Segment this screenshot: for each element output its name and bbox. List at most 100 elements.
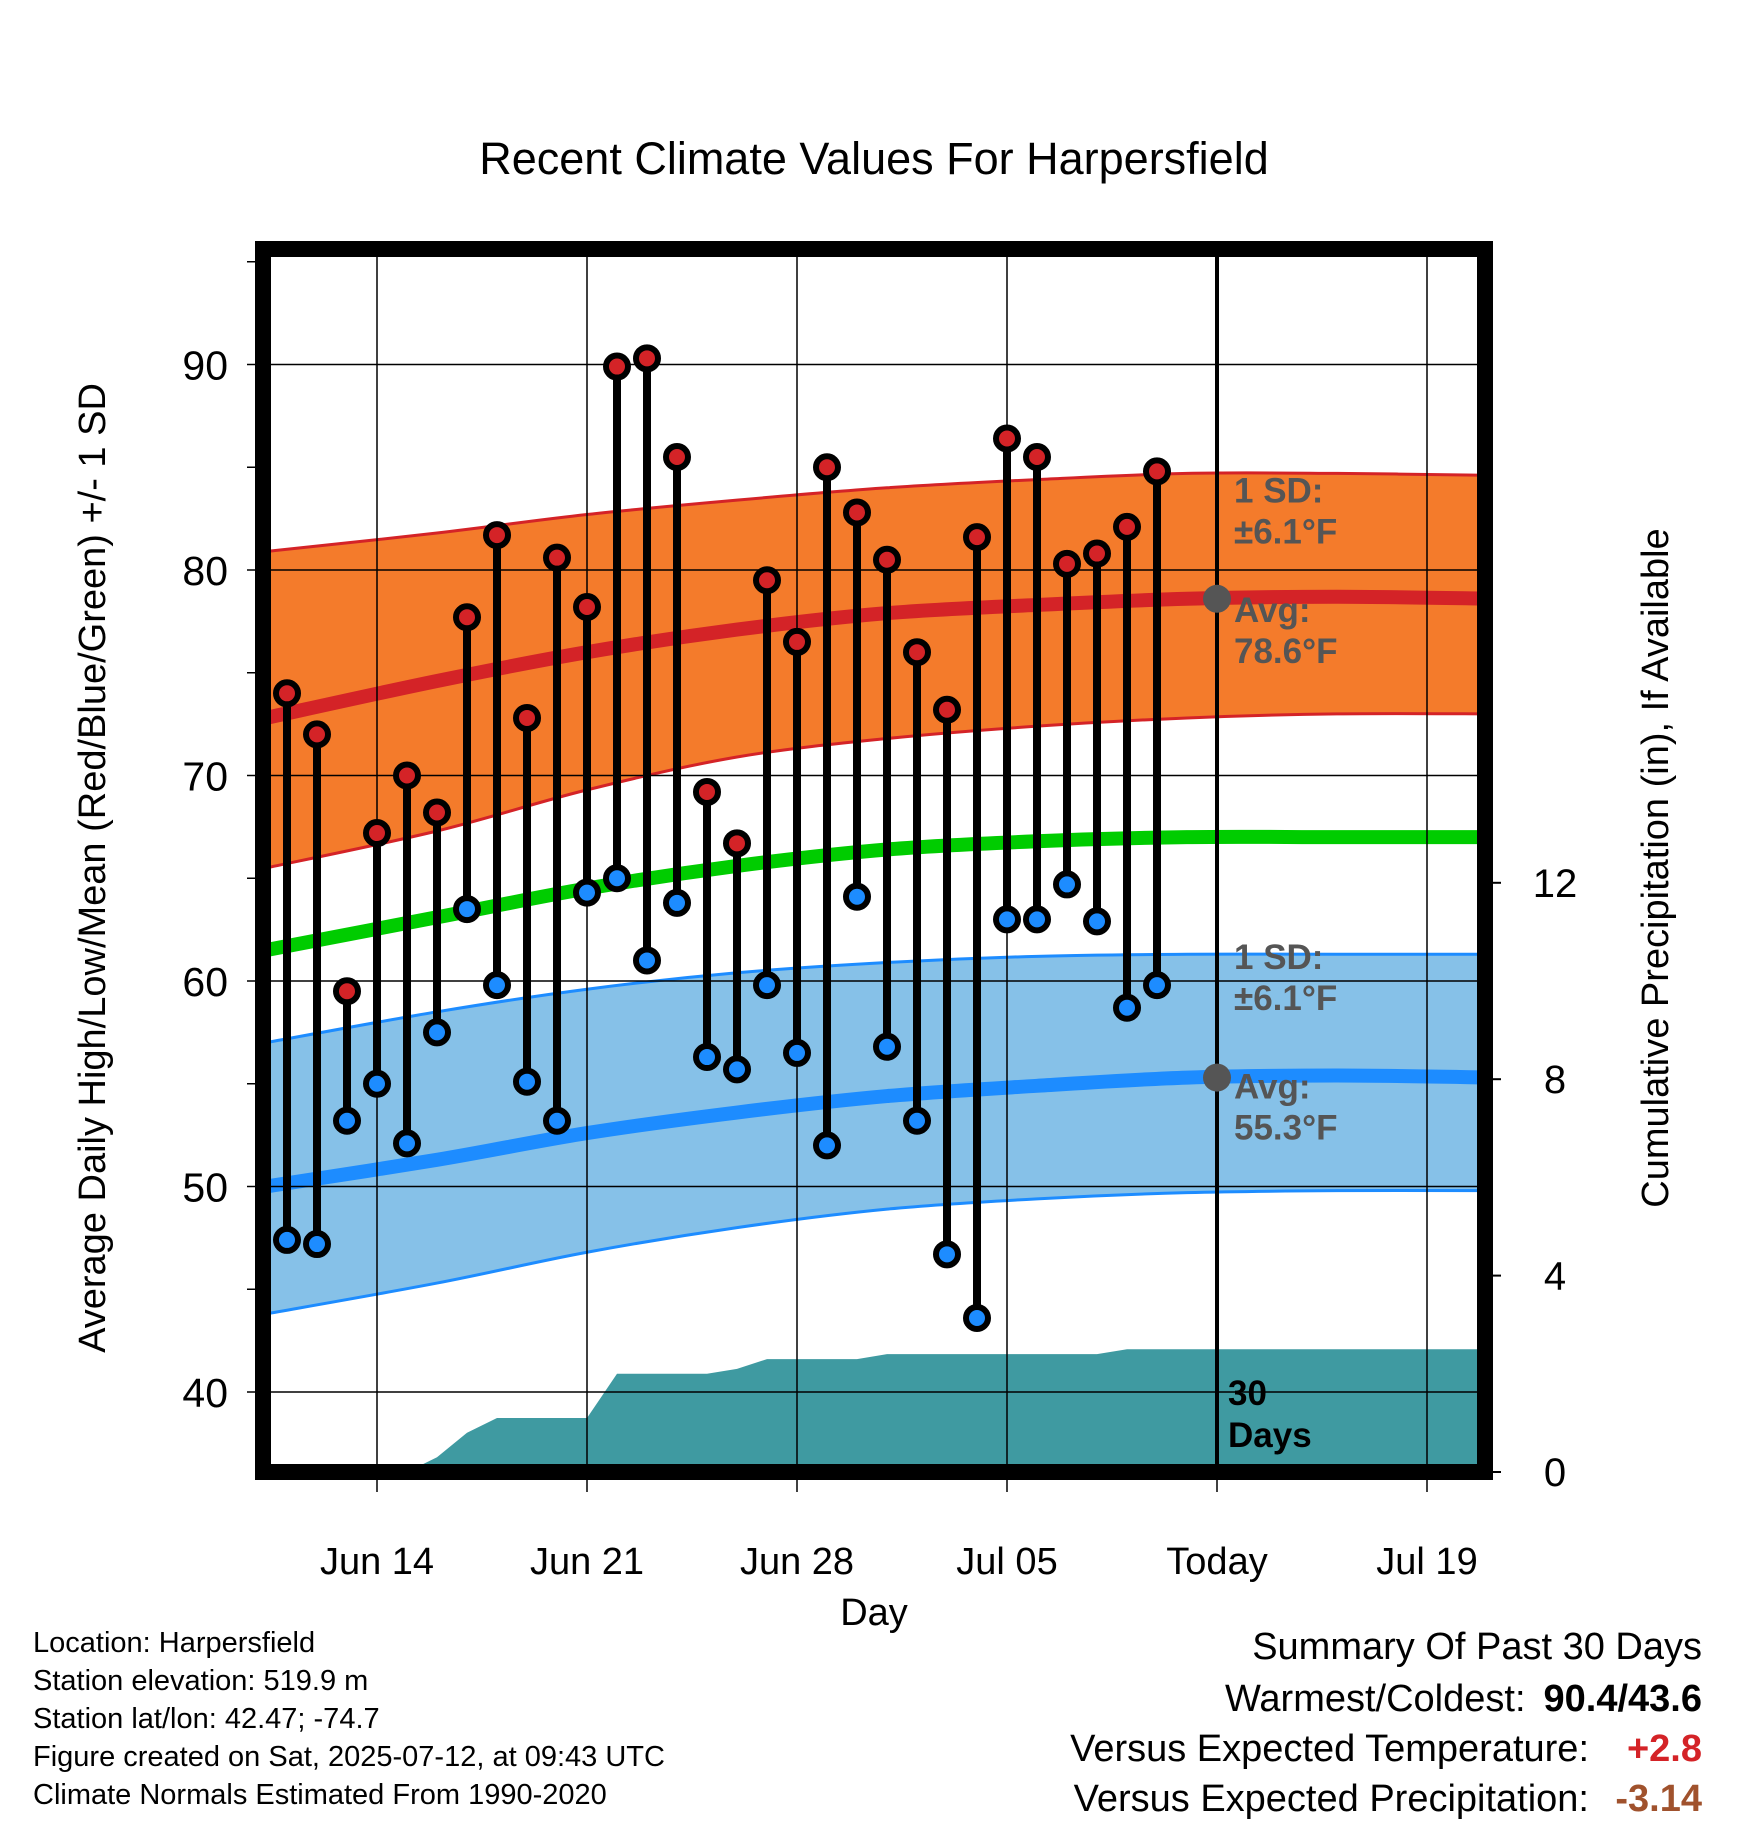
daily-low-point <box>873 1032 901 1061</box>
daily-high-point <box>873 545 901 574</box>
x-tick-label: Jul 05 <box>956 1541 1057 1583</box>
chart-title: Recent Climate Values For Harpersfield <box>479 133 1268 184</box>
high-sd-annotation: 1 SD: ±6.1°F <box>1234 472 1337 552</box>
low-sd-band <box>266 954 1485 1314</box>
x-axis-label: Day <box>840 1592 908 1634</box>
daily-high-point <box>963 523 991 552</box>
x-tick-label: Jun 28 <box>740 1541 854 1583</box>
y-tick-label: 80 <box>182 548 228 594</box>
summary-temperature: Versus Expected Temperature: +2.8 <box>1070 1728 1702 1771</box>
daily-high-point <box>693 777 721 806</box>
warm-cold-value: 90.4/43.6 <box>1543 1678 1702 1720</box>
high-sd-band-upper-edge <box>265 471 1485 553</box>
temp-label: Versus Expected Temperature: <box>1070 1728 1589 1770</box>
daily-high-point <box>933 695 961 724</box>
daily-high-point <box>663 442 691 471</box>
daily-low-point <box>543 1106 571 1135</box>
daily-low-point <box>813 1131 841 1160</box>
daily-high-point <box>603 352 631 381</box>
daily-high-point <box>453 603 481 632</box>
x-tick-label: Jun 21 <box>530 1541 644 1583</box>
daily-high-point <box>483 521 511 550</box>
daily-high-point <box>813 453 841 482</box>
precip-value: -3.14 <box>1615 1778 1702 1820</box>
daily-low-point <box>363 1069 391 1098</box>
high-sd-band <box>266 472 1485 868</box>
period-annotation: 30 Days <box>1228 1374 1312 1455</box>
high-avg-annotation: Avg: 78.6°F <box>1234 591 1338 671</box>
daily-low-point <box>753 971 781 1000</box>
y-tick-label: 90 <box>182 343 228 389</box>
daily-high-point <box>363 819 391 848</box>
y2-axis-label: Cumulative Precipitation (in), If Availa… <box>1635 528 1677 1207</box>
daily-low-point <box>693 1043 721 1072</box>
x-tick-label: Jul 19 <box>1376 1541 1477 1583</box>
low-avg-annotation: Avg: 55.3°F <box>1234 1068 1338 1148</box>
location-text: Location: Harpersfield <box>33 1627 316 1659</box>
daily-low-point <box>663 888 691 917</box>
daily-low-point <box>1143 971 1171 1000</box>
daily-high-point <box>303 720 331 749</box>
precip-area <box>266 1349 1485 1472</box>
y-tick-label: 60 <box>182 959 228 1005</box>
low-sd-band-lower-edge <box>265 1188 1485 1316</box>
daily-high-point <box>423 798 451 827</box>
daily-low-point <box>273 1225 301 1254</box>
high-normal-today-marker <box>1203 584 1231 613</box>
daily-high-point <box>723 829 751 858</box>
daily-low-point <box>423 1018 451 1047</box>
daily-high-point <box>753 566 781 595</box>
y-tick-label: 70 <box>182 754 228 800</box>
daily-low-point <box>1113 993 1141 1022</box>
plot-frame <box>255 241 1493 1480</box>
daily-low-point <box>333 1106 361 1135</box>
daily-high-point <box>1053 549 1081 578</box>
low-sd-annotation: 1 SD: ±6.1°F <box>1234 938 1337 1018</box>
created-text: Figure created on Sat, 2025-07-12, at 09… <box>33 1741 665 1773</box>
daily-low-point <box>1023 905 1051 934</box>
y-tick-label: 50 <box>182 1165 228 1211</box>
normals-text: Climate Normals Estimated From 1990-2020 <box>33 1779 607 1811</box>
daily-low-point <box>453 895 481 924</box>
daily-low-point <box>603 864 631 893</box>
daily-high-point <box>993 424 1021 453</box>
plot-inner: 1 SD: ±6.1°F Avg: 78.6°F 1 SD: ±6.1°F Avg: 55.3… <box>263 249 1485 1472</box>
plot-area: 1 SD: ±6.1°F Avg: 78.6°F 1 SD: ±6.1°F Avg: 55.3… <box>182 241 1578 1583</box>
daily-high-point <box>1083 539 1111 568</box>
daily-high-point <box>1023 442 1051 471</box>
daily-high-point <box>513 703 541 732</box>
y2-tick-label: 0 <box>1544 1451 1566 1495</box>
daily-low-point <box>573 878 601 907</box>
daily-high-point <box>333 977 361 1006</box>
daily-low-point <box>903 1106 931 1135</box>
daily-low-point <box>513 1067 541 1096</box>
elevation-text: Station elevation: 519.9 m <box>33 1665 369 1697</box>
x-tick-label: Jun 14 <box>320 1541 434 1583</box>
daily-high-point <box>783 627 811 656</box>
summary-precipitation: Versus Expected Precipitation: -3.14 <box>1074 1778 1702 1821</box>
daily-low-point <box>483 971 511 1000</box>
daily-high-point <box>393 761 421 790</box>
y2-tick-label: 12 <box>1533 862 1578 906</box>
precip-label: Versus Expected Precipitation: <box>1073 1778 1589 1820</box>
daily-low-point <box>633 946 661 975</box>
mean-normal-line <box>264 829 1485 958</box>
daily-high-point <box>633 344 661 373</box>
summary-title: Summary Of Past 30 Days <box>1252 1626 1702 1668</box>
daily-low-point <box>1083 907 1111 936</box>
daily-high-point <box>573 592 601 621</box>
daily-low-point <box>303 1230 331 1259</box>
daily-low-point <box>393 1129 421 1158</box>
daily-low-point <box>993 905 1021 934</box>
daily-high-point <box>1143 457 1171 486</box>
daily-high-point <box>543 543 571 572</box>
daily-high-point <box>903 638 931 667</box>
daily-high-point <box>273 679 301 708</box>
y2-tick-label: 4 <box>1544 1255 1566 1299</box>
daily-low-point <box>843 882 871 911</box>
daily-low-point <box>963 1304 991 1333</box>
daily-low-point <box>1053 870 1081 899</box>
low-normal-line <box>264 1068 1485 1194</box>
daily-low-point <box>783 1038 811 1067</box>
